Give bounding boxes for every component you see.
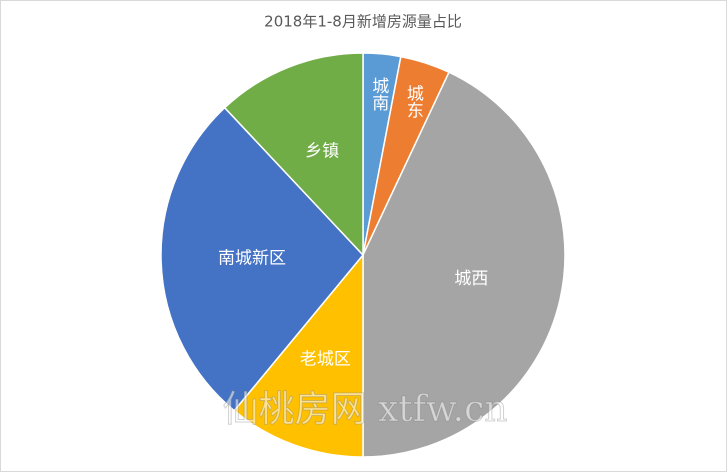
slice-label: 乡镇: [305, 142, 339, 162]
watermark: 仙桃房网 xtfw.cn: [223, 389, 508, 430]
slice-label: 城东: [403, 84, 424, 118]
pie-slice: [223, 52, 364, 257]
slice-label: 老城区: [300, 350, 351, 370]
pie-slice: [362, 71, 566, 458]
pie-slice: [160, 106, 364, 412]
pie-slice: [233, 252, 364, 458]
slice-label: 城西: [454, 269, 488, 289]
chart-title: 2018年1-8月新增房源量占比: [264, 13, 462, 31]
slice-label: 城南: [368, 77, 389, 111]
slice-label: 南城新区: [218, 248, 286, 268]
